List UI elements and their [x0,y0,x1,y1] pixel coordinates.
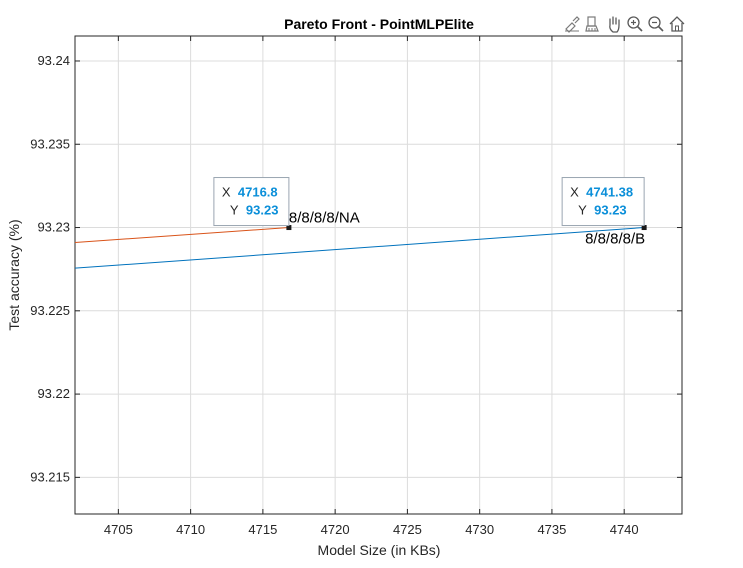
datatip-y-key: Y [230,203,239,218]
series-line-1[interactable] [74,227,645,269]
datatip-x-key: X [222,185,231,200]
x-tick-label: 4730 [465,522,494,537]
axis-ticks: 4705 4710 4715 4720 4725 4730 4735 4740 93.215 93… [30,36,682,537]
chart-title: Pareto Front - PointMLPElite [284,16,474,32]
data-point[interactable] [286,225,292,231]
x-axis-label: Model Size (in KBs) [318,542,441,558]
y-tick-label: 93.23 [37,220,70,235]
zoom-in-icon[interactable] [625,14,645,34]
datatip-x-value: 4716.8 [238,185,278,200]
data-tips-icon[interactable] [583,14,603,34]
x-tick-label: 4735 [537,522,566,537]
home-icon[interactable] [667,14,687,34]
pan-icon[interactable] [604,14,624,34]
y-tick-label: 93.235 [30,136,70,151]
point-label: 8/8/8/8/B [585,231,645,248]
point-label: 8/8/8/8/NA [289,210,360,227]
y-tick-label: 93.22 [37,386,70,401]
y-tick-label: 93.24 [37,53,70,68]
datatip[interactable]: X 4716.8 Y 93.23 [213,177,290,227]
datatip-y-key: Y [578,203,587,218]
y-tick-label: 93.225 [30,303,70,318]
x-tick-label: 4710 [176,522,205,537]
series-line-2[interactable] [74,227,289,244]
datatip-y-value: 93.23 [246,203,279,218]
x-tick-label: 4705 [104,522,133,537]
x-tick-label: 4725 [393,522,422,537]
datatip-x-key: X [570,185,579,200]
x-tick-label: 4715 [248,522,277,537]
datatip-x-value: 4741.38 [586,185,633,200]
zoom-out-icon[interactable] [646,14,666,34]
axes-toolbar [562,14,687,34]
datatip-box [561,177,645,227]
datatip-y-value: 93.23 [594,203,627,218]
datatip[interactable]: X 4741.38 Y 93.23 [561,177,645,227]
brush-icon[interactable] [562,14,582,34]
series[interactable] [74,225,647,269]
x-tick-label: 4740 [610,522,639,537]
y-tick-label: 93.215 [30,469,70,484]
y-axis-label: Test accuracy (%) [6,219,22,330]
axes-box [74,35,683,515]
x-tick-label: 4720 [321,522,350,537]
grid [75,36,682,514]
datatips[interactable]: X 4716.8 Y 93.23 X 4741.38 Y 93.23 [213,177,645,227]
point-labels: 8/8/8/8/B 8/8/8/8/NA [289,210,645,248]
datatip-box [213,177,290,227]
data-point[interactable] [641,225,647,231]
